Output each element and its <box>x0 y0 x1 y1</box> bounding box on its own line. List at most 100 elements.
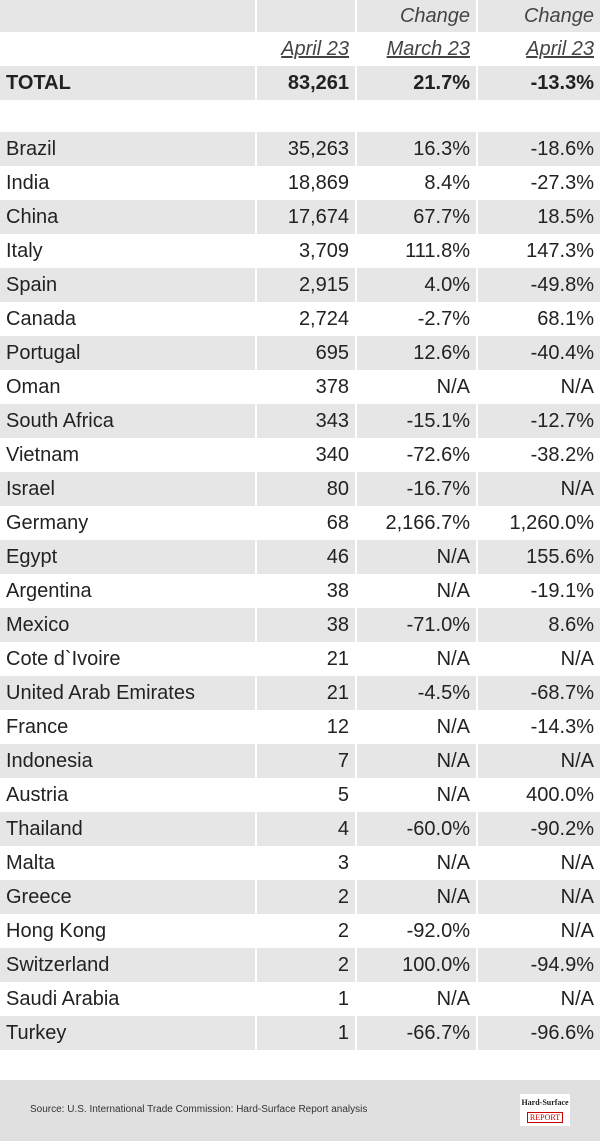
header-cell: March 23 <box>357 32 476 66</box>
value-cell: N/A <box>478 744 600 778</box>
value-cell: 16.3% <box>357 132 476 166</box>
country: Greece <box>0 880 255 914</box>
value-cell: 343 <box>257 404 355 438</box>
total-value: -13.3% <box>478 66 600 100</box>
country: Canada <box>6 307 77 330</box>
value-cell: N/A <box>560 851 594 874</box>
value-cell: 695 <box>257 336 355 370</box>
value-cell: N/A <box>560 375 594 398</box>
value-cell: N/A <box>436 715 470 738</box>
value-cell: 18.5% <box>478 200 600 234</box>
value-cell: 378 <box>315 375 349 398</box>
country: United Arab Emirates <box>0 676 255 710</box>
value-cell: N/A <box>478 880 600 914</box>
value-cell: -60.0% <box>357 812 476 846</box>
value-cell: 4 <box>257 812 355 846</box>
header-cell: April 23 <box>478 32 600 66</box>
header-cell <box>0 0 255 32</box>
value-cell: 8.4% <box>424 171 470 194</box>
value-cell: N/A <box>478 472 600 506</box>
country: Indonesia <box>0 744 255 778</box>
value-cell: -92.0% <box>406 919 470 942</box>
country: Malta <box>6 851 55 874</box>
value-cell: 147.3% <box>526 239 594 262</box>
value-cell: -19.1% <box>530 579 594 602</box>
value-cell: N/A <box>560 987 594 1010</box>
value-cell: 35,263 <box>257 132 355 166</box>
header-cell <box>257 0 355 32</box>
country: Germany <box>6 511 89 534</box>
value-cell: 21 <box>257 676 355 710</box>
column-header: March 23 <box>386 37 470 60</box>
country: Turkey <box>0 1016 255 1050</box>
value-cell: 17,674 <box>257 200 355 234</box>
value-cell: -4.5% <box>357 676 476 710</box>
value-cell: -66.7% <box>357 1016 476 1050</box>
value-cell: -2.7% <box>417 307 470 330</box>
value-cell: -71.0% <box>357 608 476 642</box>
value-cell: 7 <box>257 744 355 778</box>
value-cell: 1,260.0% <box>509 511 594 534</box>
value-cell: -18.6% <box>478 132 600 166</box>
value-cell: -14.3% <box>530 715 594 738</box>
value-cell: 2,166.7% <box>385 511 470 534</box>
value-cell: 38 <box>257 608 355 642</box>
value-cell: 18,869 <box>287 171 349 194</box>
value-cell: -15.1% <box>357 404 476 438</box>
value-cell: 80 <box>257 472 355 506</box>
value-cell: 111.8% <box>405 239 470 262</box>
value-cell: 4.0% <box>357 268 476 302</box>
value-cell: -40.4% <box>478 336 600 370</box>
value-cell: 12.6% <box>357 336 476 370</box>
value-cell: 67.7% <box>357 200 476 234</box>
footer: Source: U.S. International Trade Commiss… <box>0 1080 600 1141</box>
value-cell: 2 <box>257 948 355 982</box>
value-cell: 2 <box>257 880 355 914</box>
header-label: Change <box>478 0 600 32</box>
value-cell: 2 <box>337 919 349 942</box>
header-cell <box>0 32 255 66</box>
logo-text: Hard-Surface <box>521 1098 569 1107</box>
value-cell: -16.7% <box>357 472 476 506</box>
country: Oman <box>6 375 61 398</box>
value-cell: 1 <box>337 987 349 1010</box>
country: Spain <box>0 268 255 302</box>
country: China <box>0 200 255 234</box>
value-cell: 8.6% <box>478 608 600 642</box>
value-cell: 340 <box>315 443 349 466</box>
value-cell: 21 <box>326 647 349 670</box>
country: Hong Kong <box>6 919 107 942</box>
country: Austria <box>6 783 69 806</box>
total-value: 83,261 <box>257 66 355 100</box>
value-cell: -72.6% <box>406 443 470 466</box>
value-cell: 155.6% <box>478 540 600 574</box>
value-cell: N/A <box>436 579 470 602</box>
value-cell: N/A <box>357 744 476 778</box>
country: Italy <box>6 239 43 262</box>
value-cell: -96.6% <box>478 1016 600 1050</box>
value-cell: 100.0% <box>357 948 476 982</box>
country: Egypt <box>0 540 255 574</box>
value-cell: 3,709 <box>298 239 349 262</box>
value-cell: 46 <box>257 540 355 574</box>
country: Switzerland <box>0 948 255 982</box>
value-cell: 38 <box>326 579 349 602</box>
value-cell: 68 <box>326 511 349 534</box>
country: France <box>6 715 69 738</box>
value-cell: -94.9% <box>478 948 600 982</box>
value-cell: 2,915 <box>257 268 355 302</box>
country: Thailand <box>0 812 255 846</box>
source-note: Source: U.S. International Trade Commiss… <box>30 1104 368 1115</box>
value-cell: -12.7% <box>478 404 600 438</box>
total-value: 21.7% <box>357 66 476 100</box>
country: Argentina <box>6 579 92 602</box>
value-cell: 1 <box>257 1016 355 1050</box>
country: Cote d`Ivoire <box>6 647 121 670</box>
country: Vietnam <box>6 443 80 466</box>
value-cell: N/A <box>357 880 476 914</box>
country: Saudi Arabia <box>6 987 120 1010</box>
country: Israel <box>0 472 255 506</box>
header-cell: April 23 <box>257 32 355 66</box>
value-cell: N/A <box>436 375 470 398</box>
